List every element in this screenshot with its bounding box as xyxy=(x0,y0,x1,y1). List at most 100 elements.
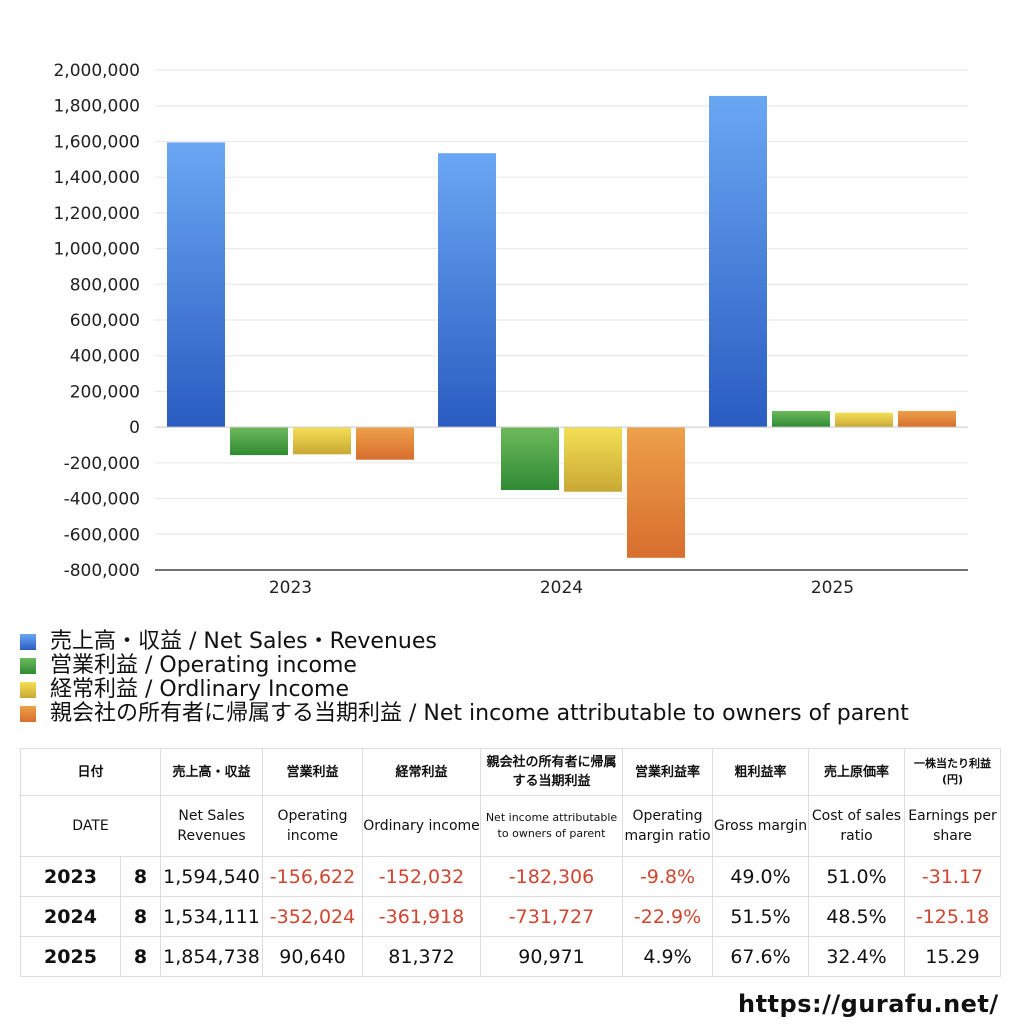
legend-item-sales: 売上高・収益 / Net Sales・Revenues xyxy=(20,630,909,654)
header-en-eps: Earnings per share xyxy=(904,795,1002,857)
header-ja-cost: 売上原価率 xyxy=(808,748,906,796)
legend-swatch-ordinary xyxy=(20,682,36,698)
table-row: 2025 8 1,854,738 90,640 81,372 90,971 4.… xyxy=(20,936,1002,977)
y-tick-label: 1,000,000 xyxy=(53,240,140,260)
cell-month: 8 xyxy=(119,896,162,937)
bar-2024-series-3 xyxy=(627,427,685,558)
bar-2024-series-2 xyxy=(564,427,622,492)
legend-swatch-sales xyxy=(20,634,36,650)
y-tick-label: -400,000 xyxy=(64,490,140,510)
header-ja-gross: 粗利益率 xyxy=(712,748,810,796)
bar-2023-series-1 xyxy=(230,427,288,456)
y-tick-label: 1,400,000 xyxy=(53,168,140,188)
x-tick-label: 2025 xyxy=(811,578,854,598)
table-row: 2023 8 1,594,540 -156,622 -152,032 -182,… xyxy=(20,856,1002,897)
y-axis-tick-labels: 2,000,000 1,800,000 1,600,000 1,400,000 1,20… xyxy=(53,61,140,581)
cell-operating: -156,622 xyxy=(262,856,364,897)
x-tick-label: 2023 xyxy=(269,578,312,598)
header-ja-sales: 売上高・収益 xyxy=(160,748,264,796)
bar-2025-series-3 xyxy=(898,410,956,428)
bar-2023-series-0 xyxy=(167,142,225,428)
cell-gross: 49.0% xyxy=(712,856,810,897)
header-en-cost: Cost of sales ratio xyxy=(808,795,906,857)
header-ja-eps: 一株当たり利益(円) xyxy=(904,748,1002,796)
y-tick-label: 800,000 xyxy=(70,275,140,295)
header-en-sales: Net Sales Revenues xyxy=(160,795,264,857)
y-tick-label: 2,000,000 xyxy=(53,61,140,81)
bar-2024-series-1 xyxy=(501,427,559,491)
legend-label-ordinary: 経常利益 / Ordlinary Income xyxy=(50,677,349,702)
legend-label-sales: 売上高・収益 / Net Sales・Revenues xyxy=(50,629,437,654)
header-en-gross: Gross margin xyxy=(712,795,810,857)
cell-year: 2023 xyxy=(20,856,121,897)
cell-year: 2025 xyxy=(20,936,121,977)
bar-2023-series-2 xyxy=(293,427,351,455)
header-en-net: Net income attributable to owners of par… xyxy=(480,795,624,857)
bar-2025-series-1 xyxy=(772,410,830,428)
legend-swatch-operating xyxy=(20,658,36,674)
header-en-date: DATE xyxy=(19,795,162,857)
table-header-ja-row: 日付 売上高・収益 営業利益 経常利益 親会社の所有者に帰属する当期利益 営業利… xyxy=(19,748,1002,796)
bar-chart: 2,000,000 1,800,000 1,600,000 1,400,000 1,20… xyxy=(53,61,968,598)
cell-op-margin: -9.8% xyxy=(622,856,714,897)
cell-net: -182,306 xyxy=(480,856,624,897)
header-ja-date: 日付 xyxy=(19,748,162,796)
grid-lines xyxy=(155,69,968,571)
cell-eps: 15.29 xyxy=(904,936,1002,977)
cell-gross: 67.6% xyxy=(712,936,810,977)
cell-operating: -352,024 xyxy=(262,896,364,937)
cell-cost: 51.0% xyxy=(808,856,906,897)
legend-label-operating: 営業利益 / Operating income xyxy=(50,653,357,678)
header-ja-operating: 営業利益 xyxy=(262,748,364,796)
cell-eps: -31.17 xyxy=(904,856,1002,897)
y-tick-label: 1,600,000 xyxy=(53,132,140,152)
cell-operating: 90,640 xyxy=(262,936,364,977)
cell-ordinary: -152,032 xyxy=(362,856,482,897)
cell-net: -731,727 xyxy=(480,896,624,937)
y-tick-label: 1,800,000 xyxy=(53,97,140,117)
cell-month: 8 xyxy=(119,936,162,977)
table-header-en-row: DATE Net Sales Revenues Operating income… xyxy=(19,795,1002,857)
cell-op-margin: -22.9% xyxy=(622,896,714,937)
cell-sales: 1,534,111 xyxy=(160,896,264,937)
legend-item-operating: 営業利益 / Operating income xyxy=(20,654,909,678)
bars xyxy=(167,95,956,558)
header-en-op-margin: Operating margin ratio xyxy=(622,795,714,857)
site-url[interactable]: https://gurafu.net/ xyxy=(738,990,999,1018)
cell-op-margin: 4.9% xyxy=(622,936,714,977)
legend: 売上高・収益 / Net Sales・Revenues 営業利益 / Opera… xyxy=(20,630,909,726)
legend-label-net: 親会社の所有者に帰属する当期利益 / Net income attributab… xyxy=(50,701,909,726)
legend-item-ordinary: 経常利益 / Ordlinary Income xyxy=(20,678,909,702)
y-tick-label: -600,000 xyxy=(64,525,140,545)
header-ja-op-margin: 営業利益率 xyxy=(622,748,714,796)
y-tick-label: 600,000 xyxy=(70,311,140,331)
bar-2024-series-0 xyxy=(438,153,496,428)
y-tick-label: -200,000 xyxy=(64,454,140,474)
financial-table: 日付 売上高・収益 営業利益 経常利益 親会社の所有者に帰属する当期利益 営業利… xyxy=(19,748,1002,977)
cell-sales: 1,594,540 xyxy=(160,856,264,897)
bar-2025-series-0 xyxy=(709,95,767,428)
table-row: 2024 8 1,534,111 -352,024 -361,918 -731,… xyxy=(20,896,1002,937)
y-tick-label: 400,000 xyxy=(70,347,140,367)
legend-item-net: 親会社の所有者に帰属する当期利益 / Net income attributab… xyxy=(20,702,909,726)
cell-gross: 51.5% xyxy=(712,896,810,937)
y-tick-label: -800,000 xyxy=(64,561,140,581)
header-en-ordinary: Ordinary income xyxy=(362,795,482,857)
legend-swatch-net xyxy=(20,706,36,722)
axes xyxy=(155,426,968,571)
x-tick-label: 2024 xyxy=(540,578,583,598)
cell-eps: -125.18 xyxy=(904,896,1002,937)
y-tick-label: 0 xyxy=(129,418,140,438)
cell-ordinary: -361,918 xyxy=(362,896,482,937)
cell-net: 90,971 xyxy=(480,936,624,977)
header-en-operating: Operating income xyxy=(262,795,364,857)
cell-sales: 1,854,738 xyxy=(160,936,264,977)
cell-year: 2024 xyxy=(20,896,121,937)
header-ja-ordinary: 経常利益 xyxy=(362,748,482,796)
x-axis-tick-labels: 2023 2024 2025 xyxy=(269,578,854,598)
cell-ordinary: 81,372 xyxy=(362,936,482,977)
y-tick-label: 1,200,000 xyxy=(53,204,140,224)
cell-month: 8 xyxy=(119,856,162,897)
header-ja-net: 親会社の所有者に帰属する当期利益 xyxy=(480,748,624,796)
cell-cost: 32.4% xyxy=(808,936,906,977)
